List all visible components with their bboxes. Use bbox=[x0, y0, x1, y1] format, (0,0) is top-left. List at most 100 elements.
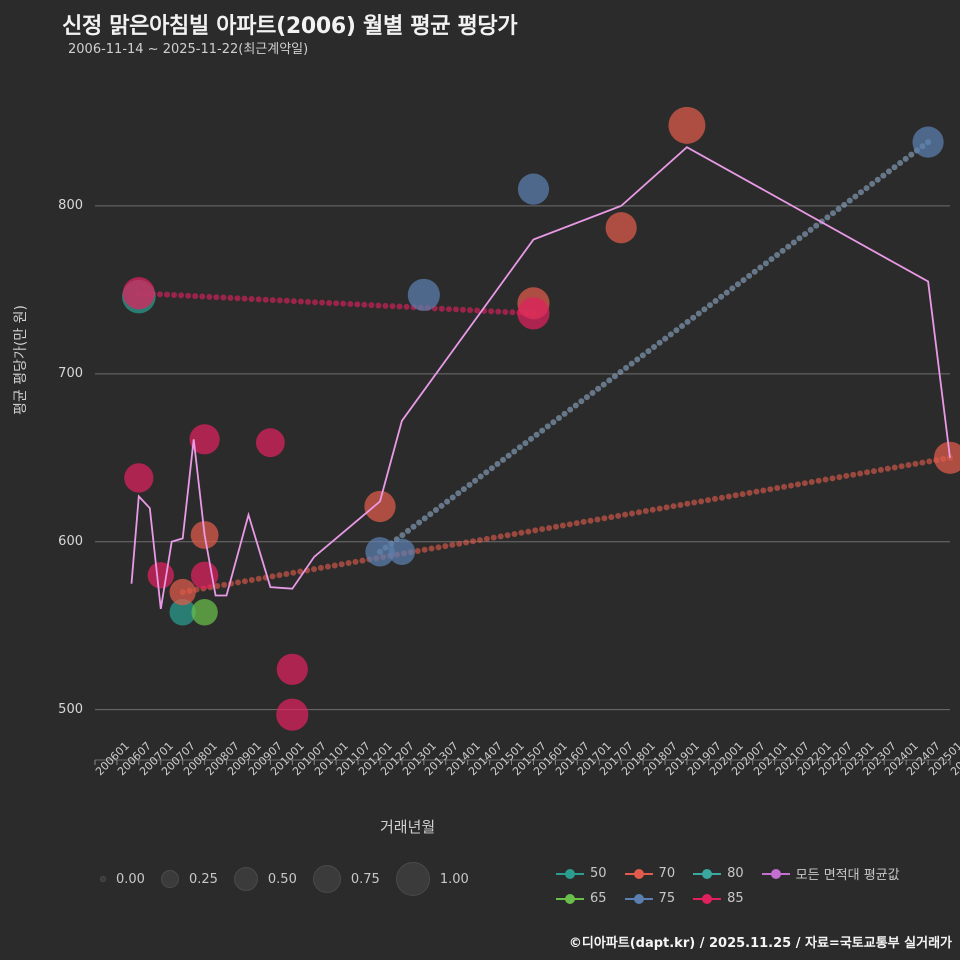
trend-dot bbox=[466, 481, 473, 488]
legend-label: 80 bbox=[727, 866, 744, 881]
trend-dot bbox=[490, 534, 497, 541]
trend-dot bbox=[649, 506, 656, 513]
data-bubble[interactable] bbox=[407, 278, 440, 311]
trend-dot bbox=[494, 461, 501, 468]
trend-dot bbox=[234, 295, 241, 302]
data-bubble[interactable] bbox=[147, 562, 174, 589]
data-bubble[interactable] bbox=[605, 212, 637, 244]
data-bubble[interactable] bbox=[169, 599, 196, 626]
trend-dot bbox=[476, 537, 483, 544]
trend-dot bbox=[375, 302, 382, 309]
data-bubble[interactable] bbox=[276, 698, 309, 731]
trend-dot bbox=[667, 331, 674, 338]
size-legend-bubble bbox=[395, 862, 430, 896]
trend-dot bbox=[600, 381, 607, 388]
trend-dot bbox=[483, 535, 490, 542]
trend-dot bbox=[427, 511, 434, 518]
trend-dot bbox=[807, 226, 814, 233]
trend-dot bbox=[435, 544, 442, 551]
trend-dot bbox=[908, 151, 915, 158]
trend-dot bbox=[416, 519, 423, 526]
trend-dot bbox=[629, 510, 636, 517]
trend-dot bbox=[794, 481, 801, 488]
trend-dot bbox=[511, 448, 518, 455]
data-bubble[interactable] bbox=[668, 106, 706, 144]
trend-dot bbox=[677, 501, 684, 508]
trend-dot bbox=[850, 471, 857, 478]
trend-dot bbox=[354, 301, 361, 308]
trend-dot bbox=[701, 306, 708, 313]
average-line bbox=[130, 146, 951, 610]
trend-dot bbox=[768, 256, 775, 263]
trend-dot bbox=[324, 563, 331, 570]
trend-dot bbox=[359, 557, 366, 564]
trend-dot bbox=[734, 281, 741, 288]
data-bubble[interactable] bbox=[122, 277, 155, 310]
trend-dot bbox=[815, 477, 822, 484]
legend-item[interactable]: 85 bbox=[693, 891, 744, 906]
trend-dot bbox=[171, 292, 178, 299]
trend-dot bbox=[438, 305, 445, 312]
legend-item[interactable]: 75 bbox=[624, 891, 675, 906]
trend-dot bbox=[509, 309, 516, 316]
legend-marker-icon bbox=[624, 893, 653, 905]
size-legend-item: 0.50 bbox=[233, 867, 313, 891]
trend-dot bbox=[311, 566, 318, 573]
legend-item[interactable]: 65 bbox=[556, 891, 607, 906]
trend-dot bbox=[877, 466, 884, 473]
trend-dot bbox=[467, 307, 474, 314]
data-bubble[interactable] bbox=[933, 441, 960, 474]
legend-item[interactable]: 80 bbox=[693, 866, 744, 881]
trend-dot bbox=[611, 373, 618, 380]
data-bubble[interactable] bbox=[124, 463, 154, 493]
y-tick-label: 800 bbox=[58, 197, 83, 213]
data-bubble[interactable] bbox=[388, 538, 416, 566]
legend-marker-icon bbox=[761, 868, 790, 880]
size-legend-bubble bbox=[233, 867, 258, 891]
trend-dot bbox=[345, 560, 352, 567]
trend-dot bbox=[723, 289, 730, 296]
legend-item[interactable]: 모든 면적대 평균값 bbox=[761, 864, 900, 883]
legend-marker-icon bbox=[556, 868, 584, 880]
trend-dot bbox=[884, 465, 891, 472]
trend-dot bbox=[601, 515, 608, 522]
data-bubble[interactable] bbox=[517, 297, 550, 330]
trend-dot bbox=[213, 294, 220, 301]
trend-dot bbox=[746, 489, 753, 496]
size-legend-bubble bbox=[100, 876, 106, 882]
data-bubble[interactable] bbox=[169, 578, 196, 606]
trend-dot bbox=[404, 527, 411, 534]
trend-dot bbox=[656, 339, 663, 346]
data-bubble[interactable] bbox=[191, 599, 218, 626]
trend-dot bbox=[410, 523, 417, 530]
trend-dot bbox=[552, 523, 559, 530]
trend-dot bbox=[788, 482, 795, 489]
trend-dot bbox=[290, 569, 297, 576]
trend-dot bbox=[739, 491, 746, 498]
data-bubble[interactable] bbox=[365, 537, 395, 567]
trend-dot bbox=[846, 197, 853, 204]
data-bubble[interactable] bbox=[364, 490, 396, 523]
trend-dot bbox=[488, 308, 495, 315]
trend-dot bbox=[438, 502, 445, 509]
trend-dot bbox=[684, 500, 691, 507]
trend-dot bbox=[470, 538, 477, 545]
data-bubble[interactable] bbox=[276, 653, 308, 685]
trend-dot bbox=[572, 402, 579, 409]
trend-dot bbox=[830, 210, 837, 217]
trend-dot bbox=[573, 520, 580, 527]
trend-dot bbox=[695, 310, 702, 317]
data-bubble[interactable] bbox=[912, 126, 944, 158]
trend-dot bbox=[421, 515, 428, 522]
size-legend-label: 0.50 bbox=[267, 871, 297, 887]
trend-dot bbox=[729, 285, 736, 292]
trend-dot bbox=[352, 558, 359, 565]
trend-dot bbox=[857, 470, 864, 477]
legend-item[interactable]: 70 bbox=[624, 866, 675, 881]
data-bubble[interactable] bbox=[517, 173, 550, 205]
data-bubble[interactable] bbox=[189, 424, 220, 455]
trend-dot bbox=[262, 296, 269, 303]
trend-dot bbox=[442, 543, 449, 550]
data-bubble[interactable] bbox=[255, 428, 285, 458]
legend-item[interactable]: 50 bbox=[556, 866, 607, 881]
